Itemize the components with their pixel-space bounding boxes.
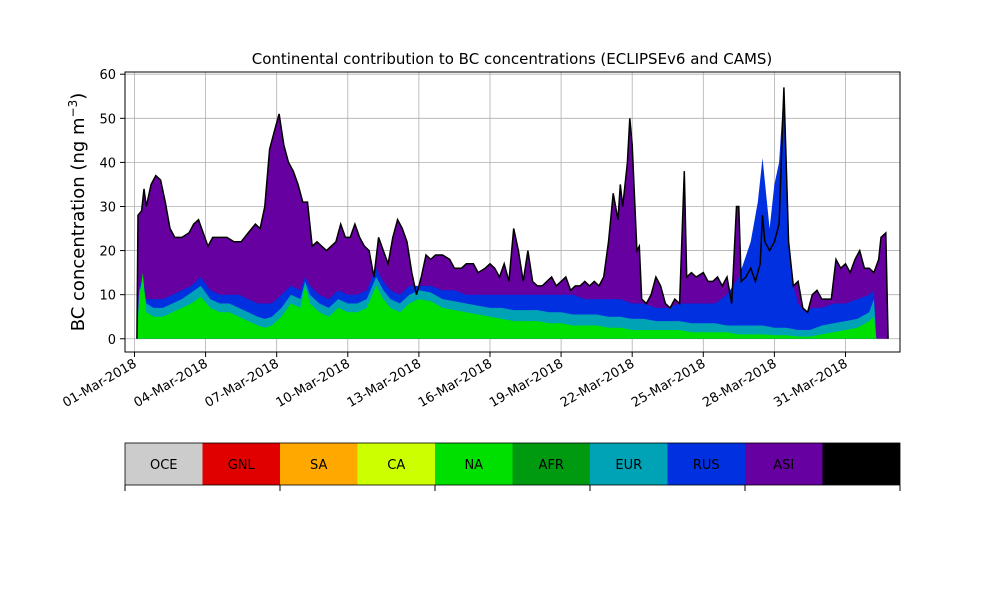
legend-label-asi: ASI [773,458,794,473]
legend-label-afr: AFR [539,458,564,473]
x-axis: 01-Mar-201804-Mar-201807-Mar-201810-Mar-… [60,352,850,411]
area-asi [136,87,889,339]
x-tick-label: 31-Mar-2018 [771,356,850,410]
y-axis-label-text: BC concentration (ng m [68,117,89,331]
legend-label-aus: AUS [848,458,875,473]
legend-label-rus: RUS [693,458,720,473]
y-tick-label: 30 [99,200,116,215]
legend-label-sa: SA [310,458,327,473]
x-tick-label: 01-Mar-2018 [60,356,139,410]
x-tick-label: 07-Mar-2018 [203,356,282,410]
legend-label-eur: EUR [615,458,642,473]
legend-swatch-gnl [202,443,280,485]
y-tick-label: 0 [108,333,116,348]
x-tick-label: 22-Mar-2018 [558,356,637,410]
y-tick-label: 40 [99,156,116,171]
y-tick-label: 20 [99,245,116,260]
legend-swatch-sa [280,443,358,485]
legend: OCE GNL SA CA NA AFR EUR RUS ASI AUS [124,442,901,491]
x-tick-label: 10-Mar-2018 [274,356,353,410]
legend-swatch-asi [745,443,823,485]
y-axis-label: BC concentration (ng m−3) [66,93,89,332]
legend-label-ca: CA [387,458,405,473]
legend-label-na: NA [464,458,483,473]
area-na [136,272,877,339]
x-tick-label: 04-Mar-2018 [131,356,210,410]
legend-swatch-oce [125,443,203,485]
y-tick-label: 10 [99,289,116,304]
legend-swatch-ca [357,443,435,485]
plot-area: 0 10 20 30 40 50 60 01-Mar-201804-Mar-201807-M… [60,68,901,411]
legend-swatch-afr [512,443,590,485]
chart-title: Continental contribution to BC concentra… [252,50,773,68]
y-axis-label-superscript: −3 [66,100,80,118]
plot-frame [124,71,901,353]
legend-frame [124,442,901,486]
legend-swatch-eur [590,443,668,485]
x-tick-label: 25-Mar-2018 [629,356,708,410]
area-series [136,87,889,339]
x-tick-label: 19-Mar-2018 [487,356,566,410]
y-axis-label-close: ) [68,93,89,100]
legend-swatch-rus [667,443,745,485]
x-tick-label: 16-Mar-2018 [416,356,495,410]
x-tick-label: 28-Mar-2018 [700,356,779,410]
legend-swatch-aus [822,443,900,485]
legend-label-gnl: GNL [228,458,256,473]
x-tick-label: 13-Mar-2018 [345,356,424,410]
legend-label-oce: OCE [150,458,178,473]
legend-swatch-na [435,443,513,485]
area-rus [136,87,877,339]
y-tick-label: 50 [99,112,116,127]
y-tick-label: 60 [99,68,116,83]
total-outline [136,87,889,339]
y-axis: 0 10 20 30 40 50 60 [99,68,125,348]
